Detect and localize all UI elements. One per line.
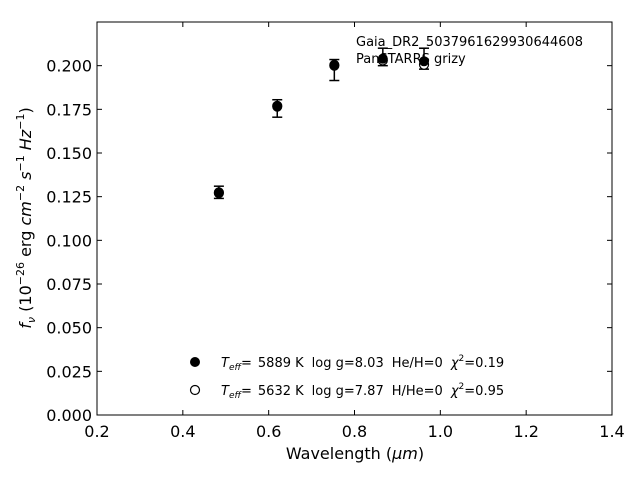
x-axis-title: Wavelength (μm) bbox=[286, 444, 424, 463]
x-tick-label: 1.4 bbox=[599, 422, 624, 441]
y-axis: 0.000 0.025 0.050 0.075 0.100 0.125 0.150 0.175… bbox=[46, 57, 612, 425]
x-tick-label: 1.0 bbox=[428, 422, 453, 441]
x-tick-label: 0.6 bbox=[256, 422, 281, 441]
filled-marker bbox=[213, 187, 224, 198]
y-tick-label: 0.075 bbox=[46, 275, 92, 294]
y-tick-label: 0.125 bbox=[46, 188, 92, 207]
filled-marker bbox=[329, 59, 340, 70]
legend-marker-open bbox=[189, 384, 201, 396]
x-axis: 0.2 0.4 0.6 0.8 1.0 1.2 1.4 bbox=[84, 22, 625, 441]
y-tick-label: 0.200 bbox=[46, 57, 92, 76]
y-tick-label: 0.150 bbox=[46, 144, 92, 163]
y-axis-title: fν (10−26 erg cm−2 s−1 Hz−1) bbox=[14, 107, 38, 328]
plot-area bbox=[97, 22, 612, 415]
filled-markers bbox=[213, 53, 430, 198]
x-tick-label: 0.4 bbox=[170, 422, 195, 441]
x-tick-label: 1.2 bbox=[513, 422, 538, 441]
annotation-object-id: Gaia_DR2_5037961629930644608 bbox=[356, 35, 583, 50]
y-tick-label: 0.025 bbox=[46, 362, 92, 381]
y-tick-label: 0.050 bbox=[46, 319, 92, 338]
annotation-survey: PanSTARRS grizy bbox=[356, 52, 466, 67]
x-tick-label: 0.2 bbox=[84, 422, 109, 441]
legend-marker-filled bbox=[190, 357, 200, 367]
filled-marker bbox=[419, 56, 430, 67]
y-tick-label: 0.100 bbox=[46, 231, 92, 250]
y-tick-label: 0.000 bbox=[46, 406, 92, 425]
filled-marker bbox=[272, 101, 283, 112]
filled-marker bbox=[377, 53, 388, 64]
y-tick-label: 0.175 bbox=[46, 100, 92, 119]
x-tick-label: 0.8 bbox=[342, 422, 367, 441]
